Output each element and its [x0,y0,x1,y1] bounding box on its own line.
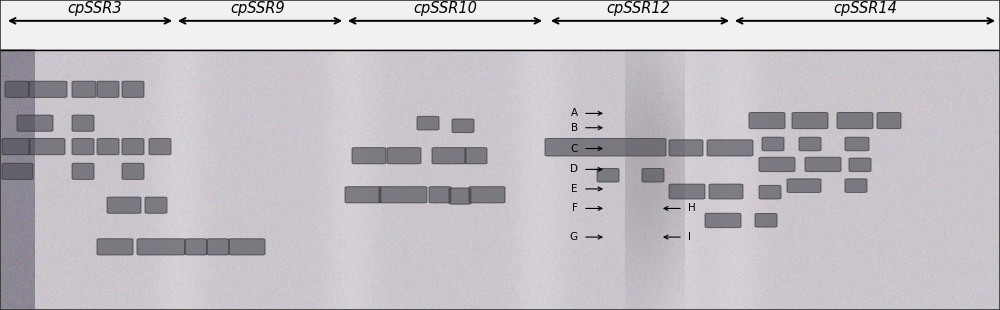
FancyBboxPatch shape [97,239,133,255]
FancyBboxPatch shape [669,184,705,199]
Text: cpSSR9: cpSSR9 [231,2,285,16]
FancyBboxPatch shape [2,139,30,155]
Text: cpSSR10: cpSSR10 [413,2,477,16]
FancyBboxPatch shape [387,148,421,164]
FancyBboxPatch shape [877,113,901,129]
FancyBboxPatch shape [72,139,94,155]
FancyBboxPatch shape [137,239,185,255]
FancyBboxPatch shape [845,137,869,151]
Bar [0,0,1000,50]
FancyBboxPatch shape [207,239,229,255]
FancyBboxPatch shape [545,139,666,156]
FancyBboxPatch shape [805,157,841,172]
FancyBboxPatch shape [29,139,65,155]
FancyBboxPatch shape [122,163,144,179]
FancyBboxPatch shape [755,214,777,227]
FancyBboxPatch shape [122,81,144,97]
FancyBboxPatch shape [465,148,487,164]
Text: cpSSR14: cpSSR14 [833,2,897,16]
FancyBboxPatch shape [429,187,451,203]
FancyBboxPatch shape [97,81,119,97]
FancyBboxPatch shape [417,116,439,130]
FancyBboxPatch shape [97,139,119,155]
FancyBboxPatch shape [452,119,474,133]
Text: cpSSR12: cpSSR12 [606,2,670,16]
FancyBboxPatch shape [787,179,821,193]
FancyBboxPatch shape [845,179,867,193]
FancyBboxPatch shape [849,158,871,172]
FancyBboxPatch shape [229,239,265,255]
FancyBboxPatch shape [759,185,781,199]
FancyBboxPatch shape [705,213,741,228]
FancyBboxPatch shape [72,115,94,131]
FancyBboxPatch shape [352,148,386,164]
Text: F: F [572,203,578,214]
FancyBboxPatch shape [149,139,171,155]
FancyBboxPatch shape [707,140,753,156]
Text: E: E [572,184,578,194]
FancyBboxPatch shape [17,115,53,131]
FancyBboxPatch shape [122,139,144,155]
FancyBboxPatch shape [2,163,33,179]
FancyBboxPatch shape [449,188,471,204]
Text: H: H [688,203,696,214]
FancyBboxPatch shape [72,81,96,97]
FancyBboxPatch shape [709,184,743,199]
FancyBboxPatch shape [379,187,427,203]
FancyBboxPatch shape [469,187,505,203]
FancyBboxPatch shape [145,197,167,213]
FancyBboxPatch shape [107,197,141,213]
Text: D: D [570,164,578,175]
FancyBboxPatch shape [669,140,703,156]
FancyBboxPatch shape [5,81,29,97]
FancyBboxPatch shape [837,113,873,129]
FancyBboxPatch shape [72,163,94,179]
FancyBboxPatch shape [29,81,67,97]
Text: G: G [570,232,578,242]
FancyBboxPatch shape [597,168,619,182]
Text: B: B [571,123,578,133]
FancyBboxPatch shape [749,113,785,129]
FancyBboxPatch shape [792,113,828,129]
FancyBboxPatch shape [642,168,664,182]
FancyBboxPatch shape [185,239,207,255]
FancyBboxPatch shape [345,187,381,203]
Text: I: I [688,232,691,242]
FancyBboxPatch shape [799,137,821,151]
FancyBboxPatch shape [759,157,795,172]
FancyBboxPatch shape [432,148,466,164]
Text: A: A [571,108,578,118]
Text: C: C [571,144,578,153]
FancyBboxPatch shape [762,137,784,151]
Text: cpSSR3: cpSSR3 [68,2,122,16]
